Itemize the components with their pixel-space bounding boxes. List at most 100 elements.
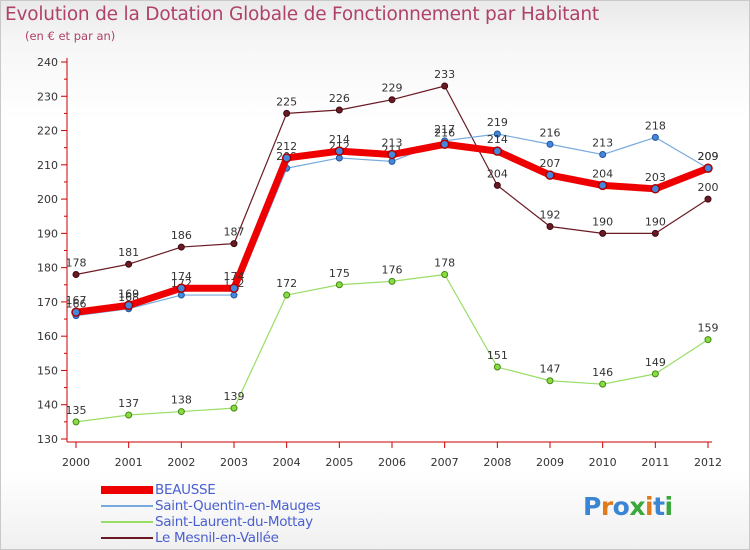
data-point [493,181,501,189]
data-point [230,291,238,299]
chart-title: Evolution de la Dotation Globale de Fonc… [5,4,599,25]
data-point [335,154,343,162]
x-tick-label: 2005 [325,456,353,469]
data-point [388,96,396,104]
data-label: 226 [329,92,350,105]
data-point [176,283,187,293]
data-label: 207 [540,157,561,170]
data-point [599,151,607,159]
y-tick-label: 230 [37,90,58,103]
data-point [283,291,291,299]
data-point [230,404,238,412]
data-label: 151 [487,349,508,362]
data-point [388,277,396,285]
data-point [283,109,291,117]
logo-letter: i [664,492,674,521]
legend-label: Le Mesnil-en-Vallée [155,530,279,546]
data-point [281,153,292,163]
data-point [125,260,133,268]
data-label: 209 [698,150,719,163]
data-point [492,146,503,156]
y-tick-label: 140 [37,399,58,412]
data-label: 178 [434,256,455,269]
data-point [441,82,449,90]
data-point [650,184,661,194]
data-point [123,300,134,311]
data-label: 203 [645,171,666,184]
y-tick-label: 130 [37,433,58,446]
data-point [388,157,396,165]
legend-swatch [101,505,153,507]
data-label: 190 [645,215,666,228]
x-tick-label: 2002 [167,456,195,469]
data-point [439,139,450,150]
data-label: 214 [329,133,350,146]
data-label: 137 [118,397,139,410]
logo-letter: o [612,492,630,521]
x-tick-label: 2011 [641,456,669,469]
y-tick-label: 200 [37,193,58,206]
data-label: 139 [224,390,245,403]
data-label: 209 [698,150,719,163]
legend-label: BEAUSSE [155,482,216,498]
data-label: 233 [434,68,455,81]
x-tick-label: 2009 [536,456,564,469]
x-tick-label: 2010 [589,456,617,469]
x-tick-label: 2007 [431,456,459,469]
data-point [493,363,501,371]
y-tick-label: 170 [37,296,58,309]
data-label: 174 [171,270,192,283]
y-tick-label: 160 [37,330,58,343]
legend-swatch [101,486,153,494]
data-point [441,270,449,278]
data-label: 204 [592,167,613,180]
x-tick-label: 2012 [694,456,722,469]
data-label: 138 [171,394,192,407]
data-point [71,307,81,317]
data-point [72,270,80,278]
data-label: 175 [329,267,350,280]
logo-letter: P [583,492,601,521]
logo-letter: r [600,492,613,521]
legend-label: Saint-Quentin-en-Mauges [155,498,321,514]
y-tick-label: 220 [37,125,58,138]
data-point [704,336,712,344]
data-label: 213 [382,137,403,150]
proxiti-logo: Proxiti [583,492,673,521]
data-label: 169 [118,287,139,300]
data-label: 187 [224,226,245,239]
data-point [230,240,238,248]
y-tick-label: 180 [37,262,58,275]
data-point [72,418,80,426]
data-label: 178 [66,256,87,269]
data-point [651,370,659,378]
data-point [546,140,554,148]
logo-letter: x [629,492,645,521]
data-point [335,281,343,289]
chart-subtitle: (en € et par an) [25,29,116,43]
data-label: 135 [66,404,87,417]
data-point [703,163,713,173]
legend-label: Saint-Laurent-du-Mottay [155,514,313,530]
data-label: 214 [487,133,508,146]
data-label: 213 [592,137,613,150]
data-label: 204 [487,167,508,180]
data-label: 181 [118,246,139,259]
x-tick-label: 2000 [62,456,90,469]
data-label: 186 [171,229,192,242]
data-point [493,130,501,138]
x-tick-label: 2001 [115,456,143,469]
y-tick-label: 150 [37,364,58,377]
data-label: 218 [645,119,666,132]
data-label: 176 [382,263,403,276]
data-label: 149 [645,356,666,369]
data-point [125,411,133,419]
data-label: 229 [382,82,403,95]
data-label: 216 [540,126,561,139]
data-label: 225 [276,95,297,108]
data-label: 167 [66,294,87,307]
data-label: 216 [434,126,455,139]
y-tick-label: 210 [37,159,58,172]
